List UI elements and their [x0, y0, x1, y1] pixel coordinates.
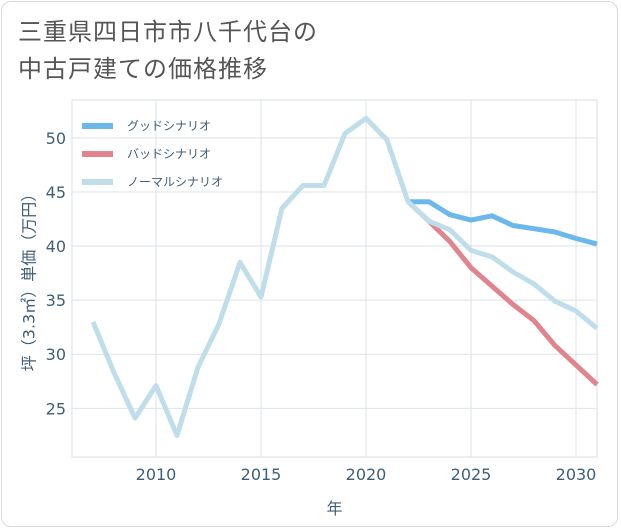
y-axis-label: 坪（3.3㎡）単価（万円）: [20, 186, 39, 371]
series-line-2: [406, 199, 599, 387]
series-line-3: [90, 115, 599, 438]
y-tick-label: 50: [46, 129, 66, 148]
y-tick-label: 40: [46, 237, 66, 256]
plot-frame: [71, 99, 598, 458]
series-line-1: [408, 199, 598, 247]
chart-title: 三重県四日市市八千代台の 中古戸建ての価格推移: [18, 14, 318, 88]
x-tick-label: 2020: [346, 465, 387, 484]
y-tick-label: 35: [46, 291, 66, 310]
title-line-1: 三重県四日市市八千代台の: [18, 18, 318, 46]
x-axis-label: 年: [326, 499, 342, 518]
legend-label: ノーマルシナリオ: [127, 175, 223, 189]
x-tick-label: 2030: [556, 465, 597, 484]
x-tick-label: 2010: [136, 465, 177, 484]
title-line-2: 中古戸建ての価格推移: [18, 55, 268, 83]
axis-ticks: 2010 2015 2020 2025 2030 25 30 35 40 45 50: [46, 129, 597, 484]
legend-label: グッドシナリオ: [127, 119, 211, 133]
legend-label: バッドシナリオ: [127, 147, 211, 161]
y-tick-label: 45: [46, 183, 66, 202]
y-tick-label: 25: [46, 399, 66, 418]
series-lines: [90, 115, 599, 438]
grid-lines: [71, 99, 598, 458]
y-tick-label: 30: [46, 345, 66, 364]
x-tick-label: 2015: [241, 465, 282, 484]
x-tick-label: 2025: [451, 465, 492, 484]
